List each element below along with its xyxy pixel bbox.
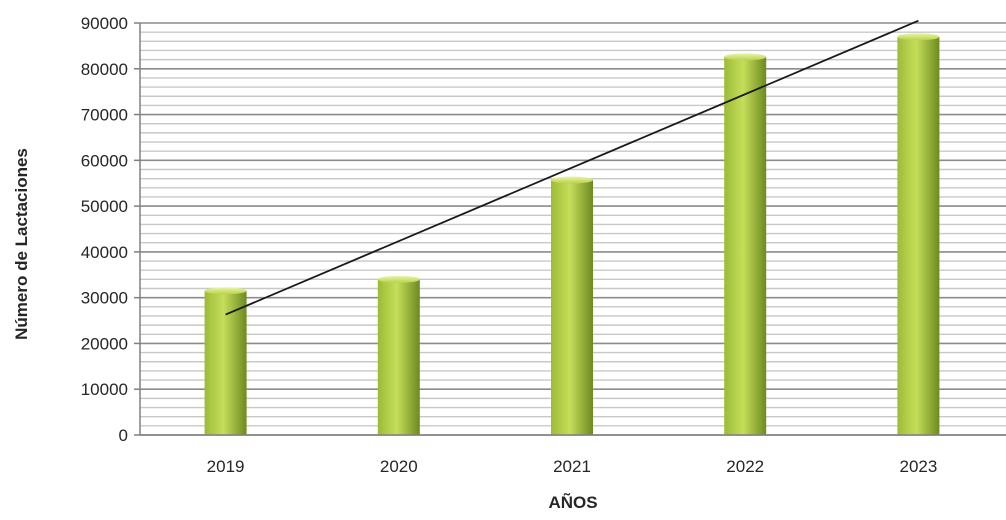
bars [204,33,940,436]
bar-body [724,56,767,436]
y-tick-label: 50000 [81,197,128,216]
bar-cap [204,287,247,295]
y-tick-label: 0 [119,426,128,445]
axes [134,22,1006,436]
y-tick-label: 10000 [81,380,128,399]
x-tick-label: 2021 [553,457,591,476]
x-axis-title: AÑOS [548,492,597,512]
y-tick-label: 40000 [81,243,128,262]
bar-cap [551,176,593,184]
x-tick-label: 2023 [899,457,937,476]
trendline-layer [225,19,919,316]
y-tick-label: 30000 [81,289,128,308]
bar-cap [724,53,767,61]
tick-labels: 0 10000 20000 30000 40000 50000 60000 70000 8000… [81,14,938,476]
bar-cap [377,275,420,283]
trendline [225,19,919,316]
bar-2023 [897,33,940,435]
y-axis-title: Número de Lactaciones [12,148,31,340]
y-tick-label: 60000 [81,151,128,170]
y-tick-label: 20000 [81,334,128,353]
x-tick-label: 2020 [380,457,418,476]
y-tick-label: 70000 [81,106,128,125]
bar-body [897,36,940,435]
bar-2022 [724,53,767,436]
bar-2020 [377,275,420,435]
bar-2021 [551,176,593,435]
x-tick-label: 2019 [207,457,245,476]
y-tick-label: 90000 [81,14,128,33]
bar-2019 [204,287,247,435]
bar-body [204,290,247,435]
x-tick-label: 2022 [726,457,764,476]
y-tick-label: 80000 [81,60,128,79]
bar-body [551,180,593,435]
bar-body [377,279,420,435]
bar-cap [897,33,940,41]
